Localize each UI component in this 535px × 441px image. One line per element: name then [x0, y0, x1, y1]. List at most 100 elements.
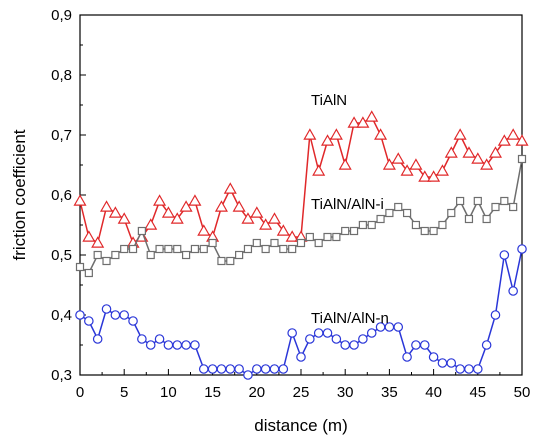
data-point: [331, 334, 342, 344]
data-point: [199, 244, 208, 254]
data-point: [341, 226, 350, 236]
data-point: [367, 220, 376, 230]
data-point: [329, 128, 343, 140]
data-point: [482, 214, 491, 224]
data-point: [393, 322, 404, 332]
x-tick-label: 30: [337, 384, 354, 401]
data-point: [365, 110, 379, 122]
data-point: [153, 194, 167, 206]
data-point: [385, 208, 394, 218]
data-point: [411, 340, 421, 350]
data-point: [313, 328, 324, 338]
data-point: [117, 212, 131, 224]
data-point: [270, 238, 279, 248]
x-tick-label: 25: [293, 384, 310, 401]
data-point: [145, 340, 156, 350]
data-point: [198, 364, 209, 374]
data-point: [232, 200, 246, 212]
data-point: [481, 340, 492, 350]
data-point: [128, 244, 138, 254]
data-point: [179, 200, 193, 212]
data-point: [241, 212, 255, 224]
data-point: [322, 328, 333, 338]
data-point: [261, 244, 270, 254]
data-point: [234, 364, 244, 374]
plot-frame: [79, 14, 523, 376]
data-point: [500, 196, 509, 206]
data-point: [305, 334, 315, 344]
series-tialn-aln-i: [75, 154, 527, 278]
data-point: [216, 364, 227, 374]
data-point: [111, 250, 120, 260]
data-point: [305, 232, 314, 242]
data-point: [260, 364, 271, 374]
data-point: [155, 244, 164, 254]
y-tick-label: 0,4: [51, 307, 72, 324]
data-point: [462, 146, 476, 158]
data-point: [488, 146, 503, 158]
data-point: [456, 196, 465, 206]
data-point: [144, 218, 158, 230]
data-point: [400, 164, 414, 176]
data-point: [320, 134, 335, 146]
data-point: [84, 316, 94, 326]
data-point: [250, 206, 264, 218]
data-point: [438, 220, 447, 230]
data-point: [419, 340, 430, 350]
data-point: [338, 158, 352, 170]
data-point: [75, 262, 85, 272]
data-point: [225, 364, 236, 374]
data-point: [120, 244, 129, 254]
data-point: [349, 340, 359, 350]
data-point: [391, 152, 405, 164]
x-tick-label: 10: [160, 384, 177, 401]
data-point: [402, 352, 412, 362]
data-point: [402, 208, 412, 218]
data-point: [358, 220, 367, 230]
data-point: [296, 238, 306, 248]
data-point: [420, 226, 429, 236]
data-point: [515, 134, 529, 146]
x-tick-label: 5: [120, 384, 128, 401]
data-point: [358, 334, 368, 344]
data-point: [137, 226, 146, 236]
series-label-tialn-aln-n: TiAlN/AlN-n: [311, 310, 389, 327]
data-point: [102, 256, 111, 266]
data-point: [252, 238, 261, 248]
x-tick-label: 50: [514, 384, 531, 401]
data-point: [497, 134, 511, 146]
data-point: [82, 230, 96, 242]
data-point: [427, 170, 441, 182]
data-point: [190, 244, 200, 254]
data-point: [128, 316, 138, 326]
data-point: [332, 232, 341, 242]
data-point: [444, 146, 458, 158]
y-tick-label: 0,8: [51, 67, 72, 84]
data-point: [99, 200, 114, 212]
y-tick-label: 0,6: [51, 187, 72, 204]
data-point: [446, 358, 457, 368]
data-point: [517, 244, 527, 254]
data-point: [347, 116, 361, 128]
data-point: [490, 310, 501, 320]
data-point: [509, 202, 518, 212]
data-point: [154, 334, 165, 344]
data-point: [223, 182, 237, 194]
data-point: [181, 250, 191, 260]
data-point: [276, 224, 290, 236]
data-point: [303, 128, 317, 140]
data-point: [190, 340, 200, 350]
data-point: [491, 202, 500, 212]
series-line-tialn-aln-i: [79, 158, 523, 275]
data-point: [376, 214, 385, 224]
series-line-tialn: [79, 115, 523, 245]
data-point: [447, 208, 456, 218]
data-point: [455, 364, 465, 374]
data-point: [73, 194, 87, 206]
data-point: [312, 164, 326, 176]
data-point: [508, 286, 518, 296]
data-point: [164, 244, 173, 254]
y-axis-ticks: 0,3 0,4 0,5 0,6 0,7 0,8 0,9: [51, 7, 86, 384]
data-point: [287, 328, 297, 338]
y-tick-label: 0,9: [51, 7, 72, 24]
